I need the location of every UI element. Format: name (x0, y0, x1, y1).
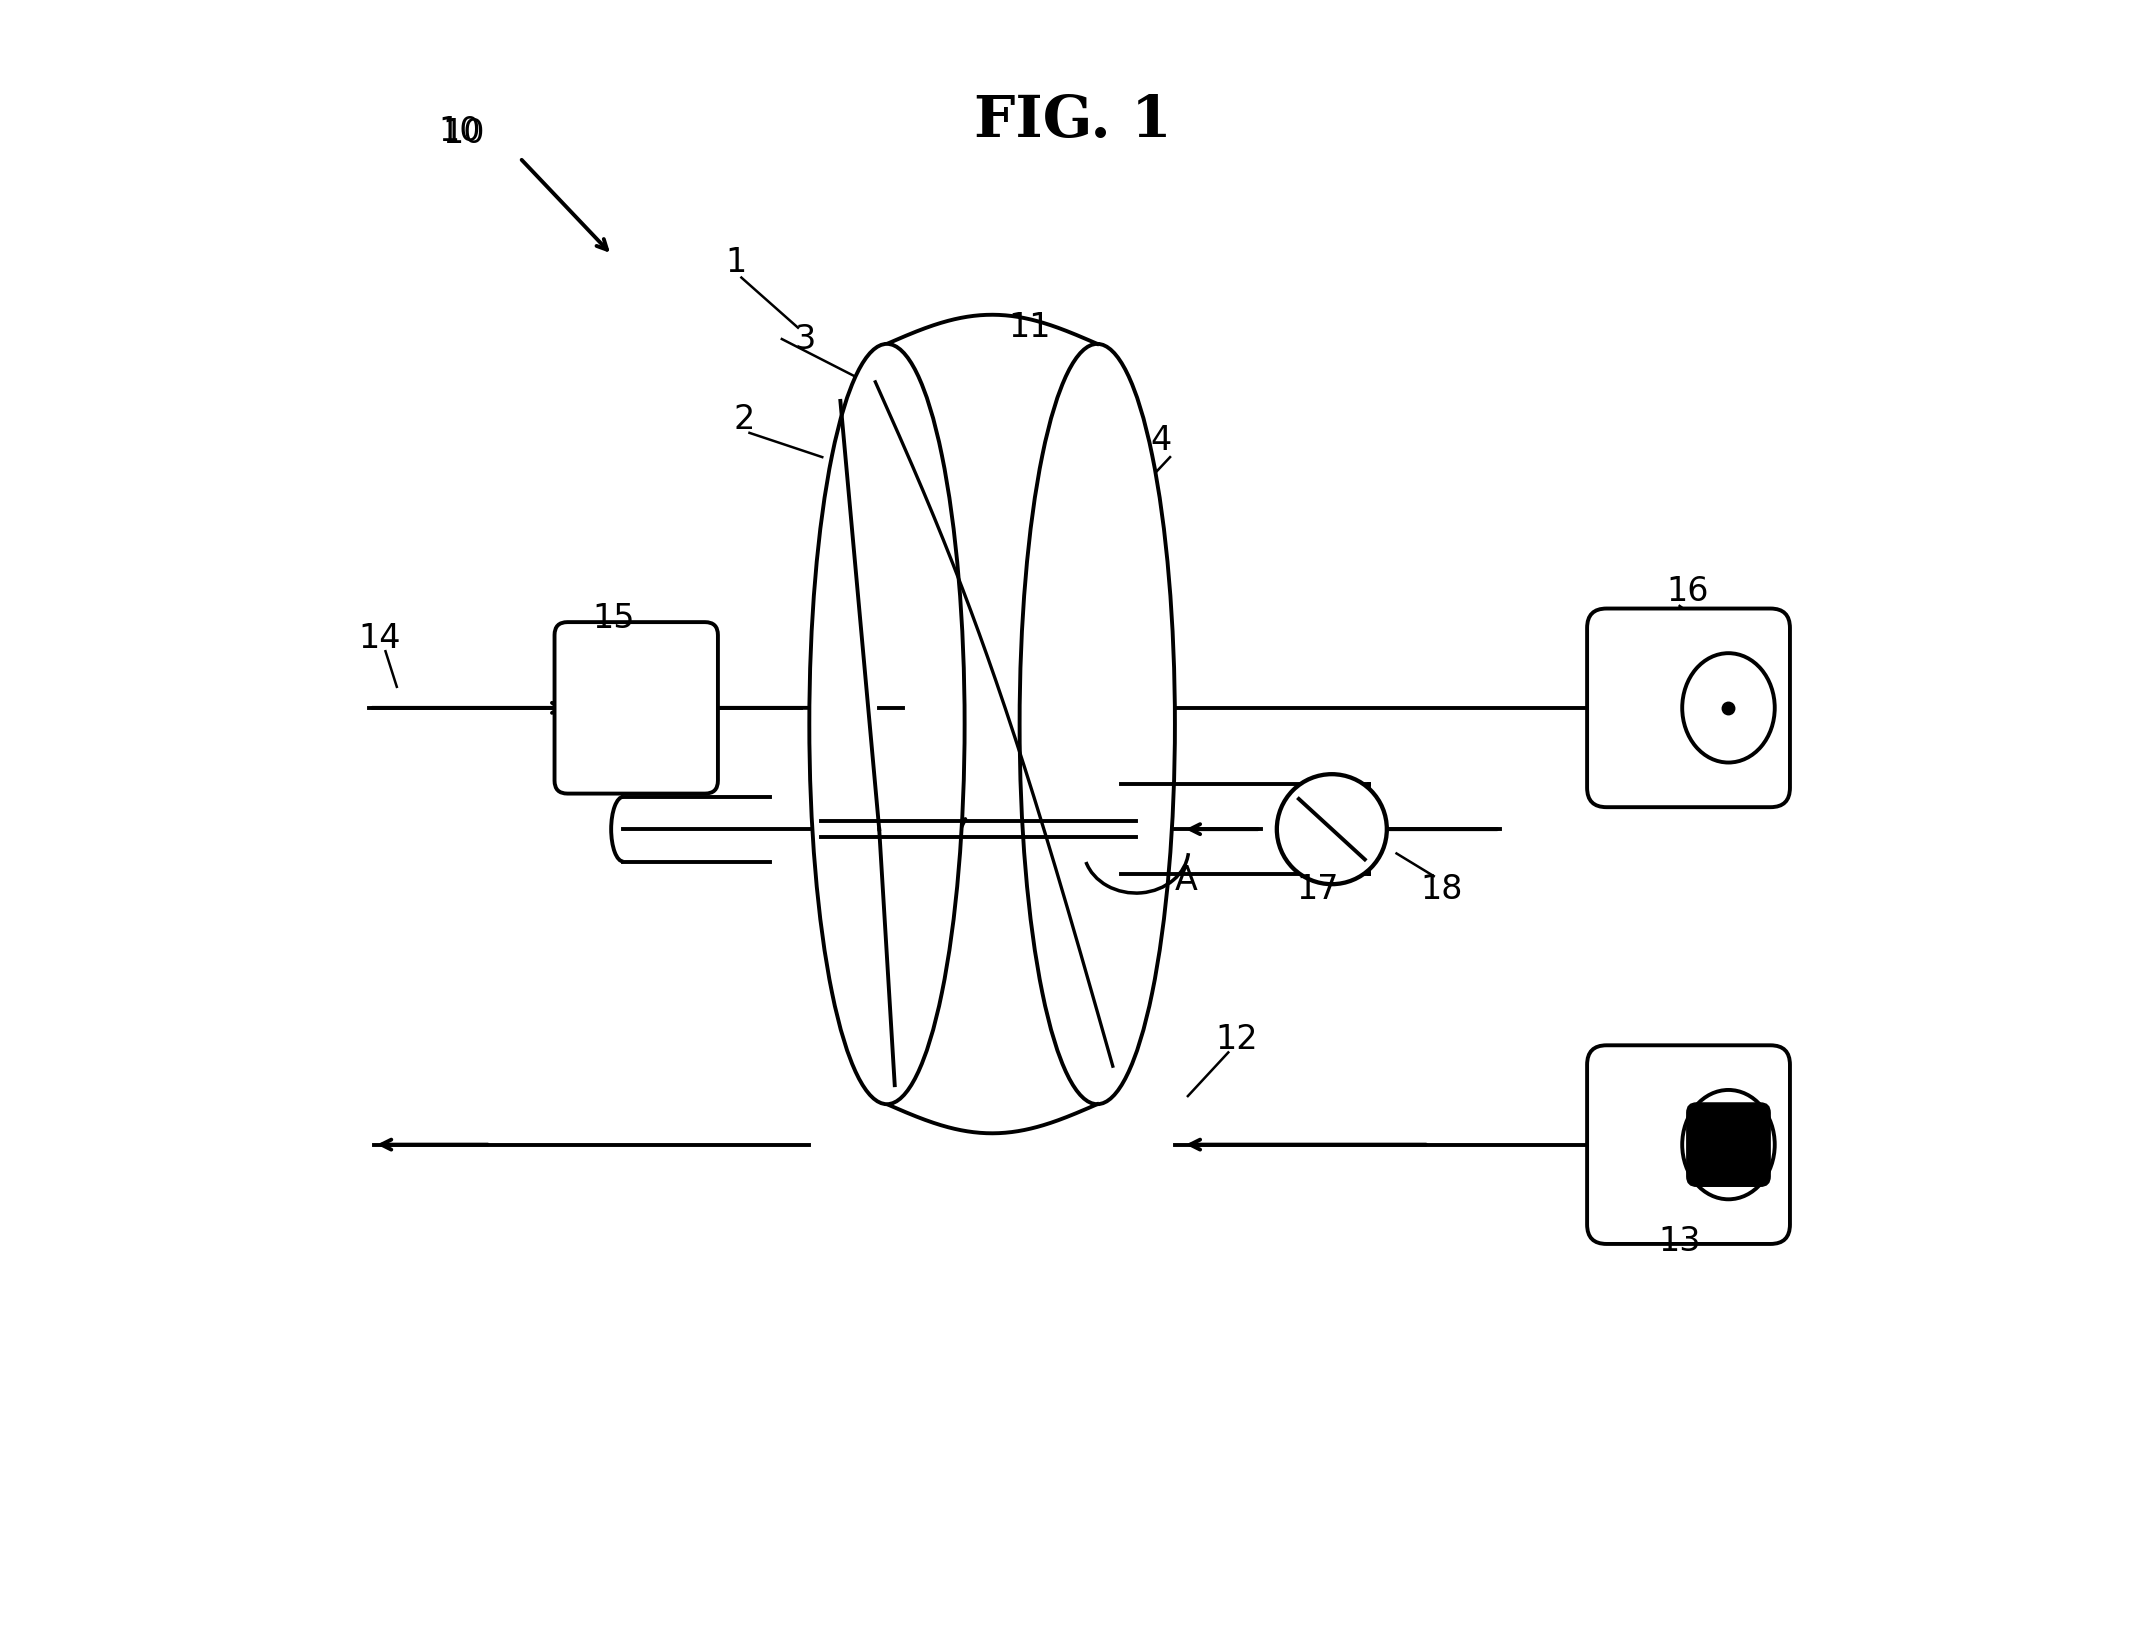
Text: 17: 17 (1296, 873, 1339, 906)
FancyBboxPatch shape (1588, 608, 1790, 806)
Text: 12: 12 (1215, 1023, 1258, 1055)
Ellipse shape (809, 343, 964, 1104)
Ellipse shape (1277, 774, 1386, 885)
Text: 1: 1 (725, 247, 747, 280)
Text: 3: 3 (794, 322, 815, 356)
Text: 11: 11 (1009, 311, 1052, 345)
Text: 15: 15 (592, 602, 635, 636)
Text: 2: 2 (734, 403, 755, 436)
Text: 4: 4 (1150, 424, 1172, 457)
Text: 10: 10 (442, 117, 485, 150)
Text: 13: 13 (1659, 1224, 1702, 1259)
Text: 16: 16 (1667, 576, 1708, 608)
Ellipse shape (1019, 343, 1174, 1104)
Text: 14: 14 (358, 621, 401, 655)
FancyBboxPatch shape (1588, 1046, 1790, 1244)
Polygon shape (886, 343, 1097, 1104)
FancyBboxPatch shape (1687, 1102, 1770, 1187)
Text: FIG. 1: FIG. 1 (974, 93, 1172, 150)
Text: A: A (1174, 865, 1197, 898)
Text: 18: 18 (1421, 873, 1464, 906)
Ellipse shape (1682, 654, 1775, 763)
Text: 10: 10 (440, 115, 481, 148)
FancyBboxPatch shape (554, 623, 719, 793)
Ellipse shape (1682, 1089, 1775, 1200)
